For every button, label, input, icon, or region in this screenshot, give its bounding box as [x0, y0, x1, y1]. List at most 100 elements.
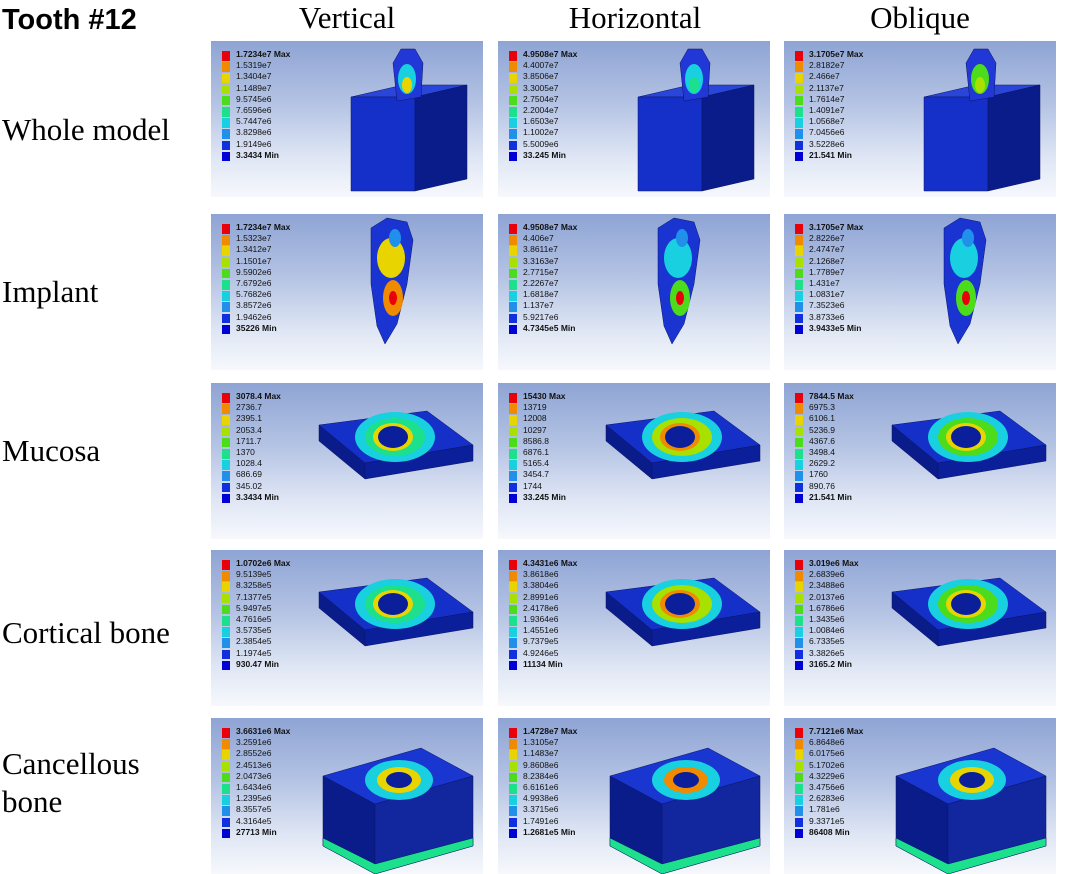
legend-swatch: [222, 313, 230, 324]
legend-swatch: [222, 761, 230, 772]
legend-value: 3.8506e7: [523, 71, 559, 82]
legend-swatch: [509, 571, 517, 581]
legend-swatch: [222, 118, 230, 128]
legend-value: 1.7491e6: [523, 815, 559, 826]
legend-value: 35226 Min: [236, 322, 277, 333]
legend-value: 2.1137e7: [809, 82, 844, 93]
legend-value: 5236.9: [809, 424, 835, 435]
slab-side-face: [651, 611, 761, 647]
legend-swatch: [222, 268, 230, 279]
legend-value: 7.3523e6: [809, 300, 845, 311]
slab-hole: [951, 426, 981, 448]
legend-swatch: [795, 313, 803, 324]
slab-hole: [665, 426, 695, 448]
legend-swatch: [509, 783, 517, 794]
legend-value: 6.8648e6: [809, 737, 845, 748]
legend-swatch: [509, 660, 517, 671]
legend-value: 3165.2 Min: [809, 658, 852, 669]
legend-swatch: [222, 750, 230, 760]
legend-value: 2.6839e6: [809, 569, 845, 580]
cube-hole: [959, 772, 985, 788]
legend-value: 1.3435e6: [809, 613, 845, 624]
legend-value: 2.1268e7: [809, 255, 845, 266]
legend-swatch: [509, 828, 517, 839]
legend-value: 13719: [523, 402, 547, 413]
legend-value: 4.3229e6: [809, 770, 845, 781]
legend-swatch: [222, 62, 230, 72]
legend-value: 9.7379e5: [523, 636, 559, 647]
legend-swatch: [509, 460, 517, 470]
legend-value: 686.69: [236, 469, 262, 480]
legend-value: 5.7682e6: [236, 289, 272, 300]
fe-model-render: [943, 217, 987, 345]
legend-swatch: [509, 627, 517, 637]
legend-swatch: [795, 728, 803, 738]
legend-swatch: [222, 627, 230, 637]
legend-swatch: [222, 437, 230, 448]
legend-swatch: [222, 73, 230, 83]
legend-value: 9.5139e5: [236, 569, 272, 580]
legend-swatch: [509, 437, 517, 448]
slab-hole: [378, 593, 408, 615]
legend-value: 1.1002e7: [523, 127, 559, 138]
legend-value: 8.2384e6: [523, 770, 559, 781]
legend-value: 2.466e7: [809, 71, 840, 82]
legend-value: 1.0568e7: [809, 116, 845, 127]
row-label-mucosa: Mucosa: [2, 433, 101, 468]
legend-value: 1.1974e5: [236, 647, 272, 658]
legend-swatch: [222, 279, 230, 290]
fe-model-render: [609, 747, 761, 874]
legend-swatch: [222, 560, 230, 570]
legend-value: 3078.4 Max: [236, 391, 281, 401]
legend-value: 8.3258e5: [236, 580, 272, 591]
legend-value: 1.7789e7: [809, 266, 845, 277]
legend-swatch: [222, 460, 230, 470]
legend-swatch: [509, 393, 517, 403]
legend-value: 1.1501e7: [236, 255, 272, 266]
legend-swatch: [222, 324, 230, 335]
legend-swatch: [509, 615, 517, 626]
legend-value: 3.1705e7 Max: [809, 222, 864, 232]
legend-swatch: [509, 728, 517, 738]
legend-swatch: [795, 761, 803, 772]
legend-value: 1.3105e7: [523, 737, 559, 748]
legend-swatch: [795, 471, 803, 481]
legend-value: 3.9433e5 Min: [809, 322, 862, 333]
legend-value: 2.6283e6: [809, 793, 845, 804]
fe-model-render: [895, 747, 1047, 874]
legend-swatch: [509, 806, 517, 816]
legend-swatch: [795, 235, 803, 245]
contour-panel: 4.9508e7 Max 4.4007e7 3.8506e7 3.3005e7 2.75…: [498, 41, 770, 197]
legend-value: 890.76: [809, 480, 835, 491]
legend-value: 2.4747e7: [809, 244, 845, 255]
legend-value: 3.8572e6: [236, 300, 272, 311]
legend-swatch: [509, 257, 517, 268]
legend-value: 6.7335e5: [809, 636, 845, 647]
legend-value: 3.3163e7: [523, 255, 559, 266]
legend-value: 2.8552e6: [236, 748, 272, 759]
contour-panel: 7.7121e6 Max 6.8648e6 6.0175e6 5.1702e6 4.32…: [784, 718, 1056, 874]
legend-value: 3.3434 Min: [236, 491, 279, 502]
legend-swatch: [222, 783, 230, 794]
legend-value: 5.1702e6: [809, 759, 845, 770]
legend-swatch: [222, 817, 230, 828]
legend-swatch: [509, 649, 517, 660]
legend-swatch: [222, 448, 230, 459]
legend-swatch: [795, 279, 803, 290]
legend-swatch: [222, 471, 230, 481]
legend-swatch: [509, 224, 517, 234]
legend-swatch: [795, 772, 803, 783]
legend-swatch: [795, 593, 803, 604]
contour-panel: 1.0702e6 Max 9.5139e5 8.3258e5 7.1377e5 5.94…: [211, 550, 483, 706]
legend-swatch: [509, 750, 517, 760]
legend-value: 3498.4: [809, 446, 835, 457]
legend-swatch: [509, 140, 517, 151]
legend-value: 9.5902e6: [236, 266, 272, 277]
slab-side-face: [937, 611, 1047, 647]
row-label-cortical-bone: Cortical bone: [2, 615, 170, 650]
contour-panel: 3.1705e7 Max 2.8182e7 2.466e7 2.1137e7 1.761…: [784, 41, 1056, 197]
legend-swatch: [509, 151, 517, 162]
fe-model-render: [605, 410, 761, 480]
implant-peak-zone: [962, 291, 970, 305]
legend-value: 8.3557e5: [236, 804, 272, 815]
